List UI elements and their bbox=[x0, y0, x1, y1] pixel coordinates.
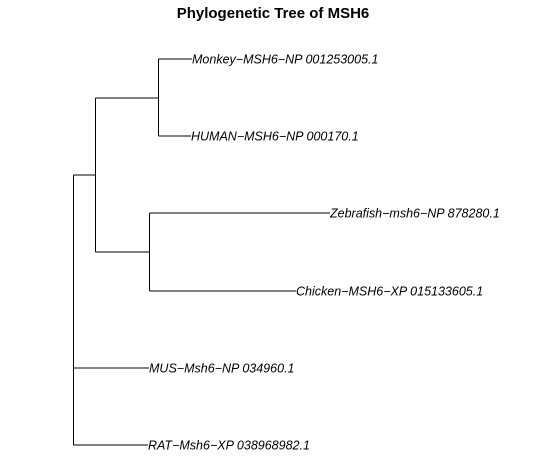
tip-label-human: HUMAN−MSH6−NP 000170.1 bbox=[191, 130, 359, 144]
tip-label-mus: MUS−Msh6−NP 034960.1 bbox=[149, 362, 294, 376]
tip-label-monkey: Monkey−MSH6−NP 001253005.1 bbox=[192, 53, 378, 67]
tree-branches bbox=[73, 58, 330, 446]
tip-label-zebrafish: Zebrafish−msh6−NP 878280.1 bbox=[329, 207, 500, 221]
tip-label-chicken: Chicken−MSH6−XP 015133605.1 bbox=[296, 285, 483, 299]
tip-labels: Monkey−MSH6−NP 001253005.1 HUMAN−MSH6−NP… bbox=[148, 53, 500, 453]
tip-label-rat: RAT−Msh6−XP 038968982.1 bbox=[148, 439, 310, 453]
figure-title: Phylogenetic Tree of MSH6 bbox=[177, 5, 370, 22]
